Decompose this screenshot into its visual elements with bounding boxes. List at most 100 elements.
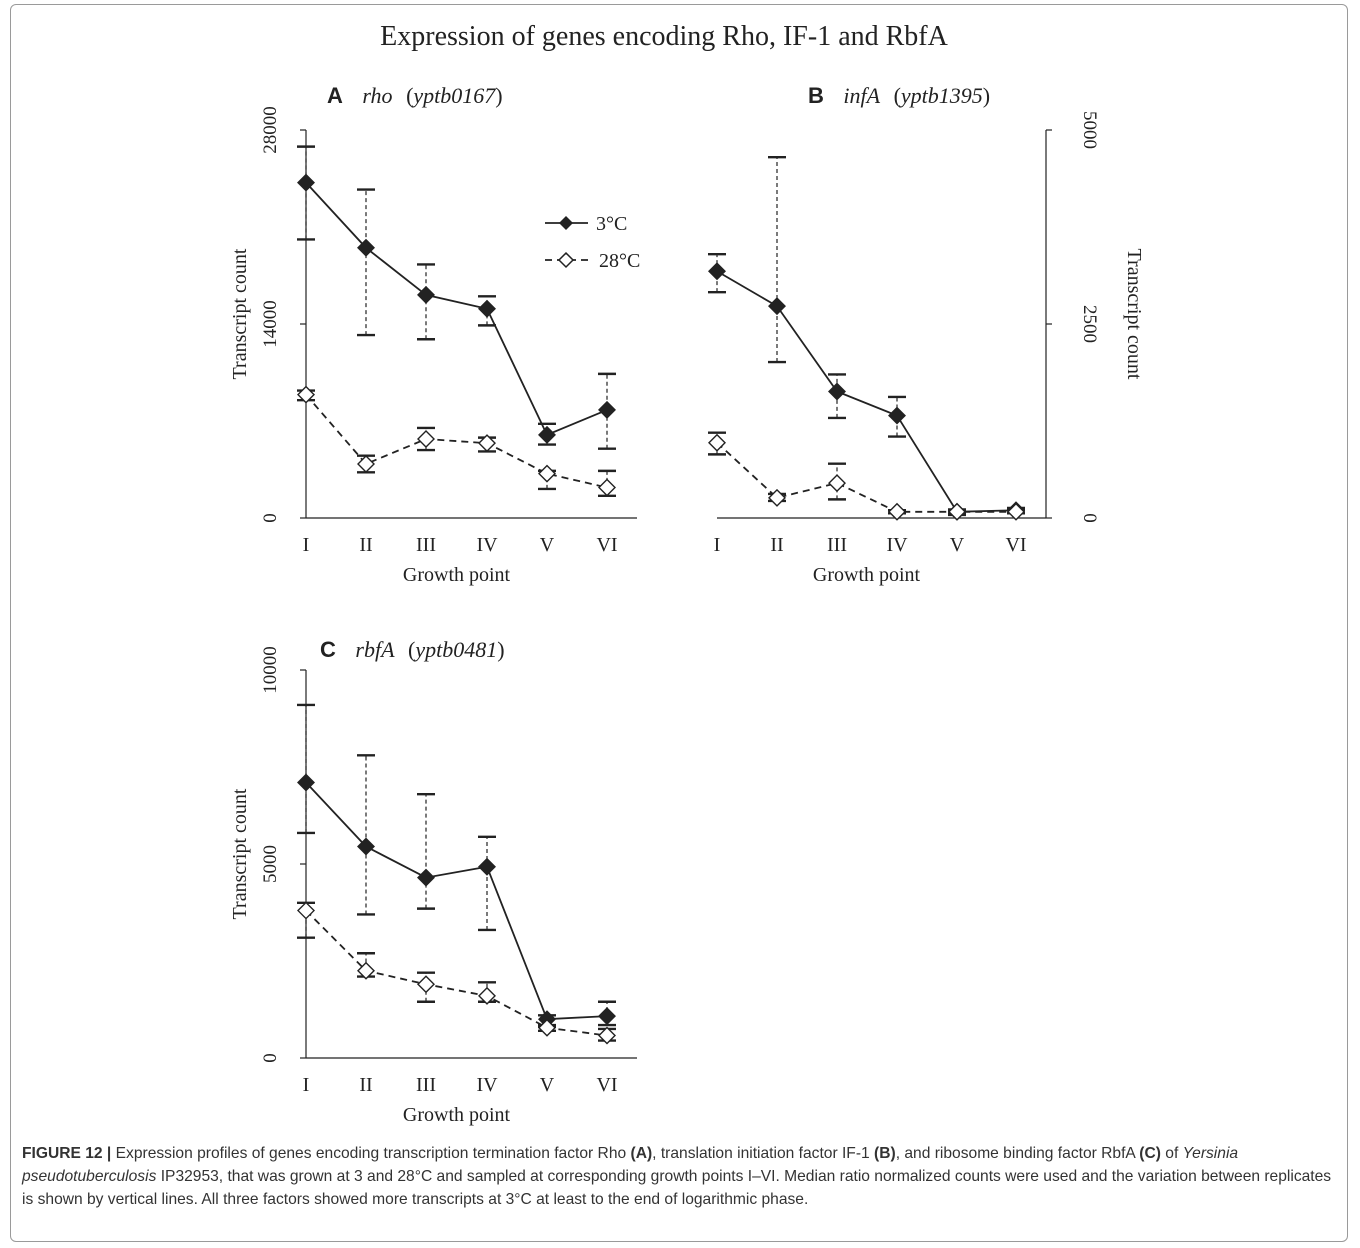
panel-a-x-tick-label: IV	[476, 534, 498, 556]
caption-ref-c: (C)	[1139, 1145, 1161, 1162]
panel-a-letter: A	[327, 83, 343, 108]
panel-b-x-tick-label: II	[770, 534, 783, 556]
panel-b-gene: infA	[843, 83, 880, 108]
panel-c-y-tick-label: 10000	[260, 646, 281, 694]
panel-c-point-28c	[417, 975, 435, 994]
panel-b-point-28c	[948, 502, 966, 521]
legend-label-3c: 3°C	[596, 213, 627, 235]
panel-b-series-line-28c	[716, 442, 1016, 513]
panel-a-point-28c	[357, 454, 375, 473]
caption-label: FIGURE 12 |	[22, 1145, 112, 1162]
panel-c-point-3c	[417, 868, 435, 887]
caption-text-5: IP32953, that was grown at 3 and 28°C an…	[22, 1168, 1332, 1208]
caption-organism: Yersinia pseudotuberculosis	[22, 1145, 1239, 1185]
panel-a-point-28c	[478, 434, 496, 453]
panel-c-y-axis-title: Transcript count	[229, 788, 251, 919]
panel-a-point-28c	[598, 478, 616, 497]
legend: 3°C 28°C	[545, 213, 640, 272]
panel-c-x-tick-label: VI	[596, 1074, 617, 1096]
panel-a-y-tick-label: 14000	[260, 300, 281, 348]
panel-a-point-28c	[297, 385, 315, 404]
panel-b-x-tick-label: I	[714, 534, 721, 556]
panel-b-x-tick-label: V	[950, 534, 965, 556]
panel-b-x-tick-label: VI	[1005, 534, 1026, 556]
panel-a-x-tick-label: III	[416, 534, 436, 556]
panel-a-point-3c	[297, 173, 315, 192]
panel-c-x-tick-label: III	[416, 1074, 436, 1096]
panel-a-point-3c	[538, 425, 556, 444]
panel-c-point-28c	[538, 1018, 556, 1037]
panel-c-point-28c	[357, 961, 375, 980]
panel-c-title: C rbfA (yptb0481)	[320, 637, 505, 662]
panel-c-locus: yptb0481	[413, 637, 497, 662]
panel-a-y-axis-title: Transcript count	[229, 248, 251, 379]
panel-a-point-3c	[478, 299, 496, 318]
panel-b-chart: B infA (yptb1395) 0 2500 5000 Transcript co…	[708, 83, 1145, 586]
panel-c-point-3c	[357, 837, 375, 856]
panel-b-point-28c	[708, 433, 726, 452]
caption-ref-b: (B)	[874, 1145, 896, 1162]
panel-c-x-tick-label: I	[303, 1074, 310, 1096]
panel-a-y-tick-label: 0	[260, 513, 281, 523]
figure-title: Expression of genes encoding Rho, IF-1 a…	[380, 21, 948, 52]
caption-text-1: Expression profiles of genes encoding tr…	[111, 1145, 631, 1162]
panel-a-point-3c	[417, 285, 435, 304]
panel-b-x-axis-title: Growth point	[813, 564, 921, 586]
panel-a-point-28c	[417, 430, 435, 449]
panel-a-series-line-3c	[305, 182, 608, 437]
panel-a-point-28c	[538, 464, 556, 483]
panel-c-point-3c	[478, 857, 496, 876]
panel-c-y-tick-label: 5000	[260, 845, 281, 883]
caption-ref-a: (A)	[630, 1145, 653, 1162]
panel-b-point-28c	[828, 474, 846, 493]
panel-a-x-axis-title: Growth point	[403, 564, 511, 586]
panel-c-x-tick-label: V	[540, 1074, 555, 1096]
panel-b-point-3c	[888, 406, 906, 425]
panel-c-point-3c	[598, 1007, 616, 1026]
panel-b-y-tick-label: 5000	[1079, 111, 1100, 149]
panel-a-y-tick-label: 28000	[260, 106, 281, 154]
panel-b-point-28c	[768, 488, 786, 507]
panel-c-x-tick-label: II	[359, 1074, 372, 1096]
panel-c-point-28c	[598, 1026, 616, 1045]
panel-b-point-3c	[708, 262, 726, 281]
panel-a-point-3c	[357, 238, 375, 257]
panel-b-x-tick-label: IV	[886, 534, 908, 556]
panel-c-x-tick-label: IV	[476, 1074, 498, 1096]
panel-a-chart: A rho (yptb0167) 0 14000 28000 Transcript c…	[229, 83, 637, 586]
panel-b-point-3c	[828, 382, 846, 401]
panel-b-point-3c	[768, 297, 786, 316]
panel-a-series-line-28c	[305, 394, 608, 489]
panel-a-x-tick-label: I	[303, 534, 310, 556]
panel-b-letter: B	[808, 83, 824, 108]
panel-a-point-3c	[598, 400, 616, 419]
legend-marker-3c	[559, 216, 573, 230]
panel-a-x-tick-label: II	[359, 534, 372, 556]
panel-c-series-line-3c	[305, 781, 608, 1021]
panel-b-y-axis-title: Transcript count	[1123, 249, 1145, 380]
panel-a-locus: yptb0167	[411, 83, 496, 108]
legend-marker-28c	[557, 251, 575, 269]
panel-c-gene: rbfA	[355, 637, 395, 662]
panel-c-point-28c	[478, 986, 496, 1005]
panel-c-y-tick-label: 0	[260, 1053, 281, 1063]
figure-caption: FIGURE 12 | Expression profiles of genes…	[22, 1142, 1340, 1211]
panel-c-letter: C	[320, 637, 336, 662]
caption-text-4: of	[1160, 1145, 1183, 1162]
panel-c-point-3c	[297, 773, 315, 792]
panel-b-x-tick-label: III	[827, 534, 847, 556]
panel-b-point-28c	[888, 502, 906, 521]
panel-b-locus: yptb1395	[899, 83, 983, 108]
legend-label-28c: 28°C	[599, 250, 640, 272]
panel-a-x-tick-label: VI	[596, 534, 617, 556]
panel-b-point-28c	[1007, 502, 1025, 521]
caption-text-2: , translation initiation factor IF-1	[652, 1145, 875, 1162]
panel-b-y-tick-label: 2500	[1079, 305, 1100, 343]
panel-c-x-axis-title: Growth point	[403, 1104, 511, 1126]
panel-c-point-28c	[297, 901, 315, 920]
panel-a-title: A rho (yptb0167)	[327, 83, 503, 108]
panel-b-y-tick-label: 0	[1079, 513, 1100, 523]
panel-b-series-line-3c	[716, 270, 1017, 513]
panel-a-x-tick-label: V	[540, 534, 555, 556]
